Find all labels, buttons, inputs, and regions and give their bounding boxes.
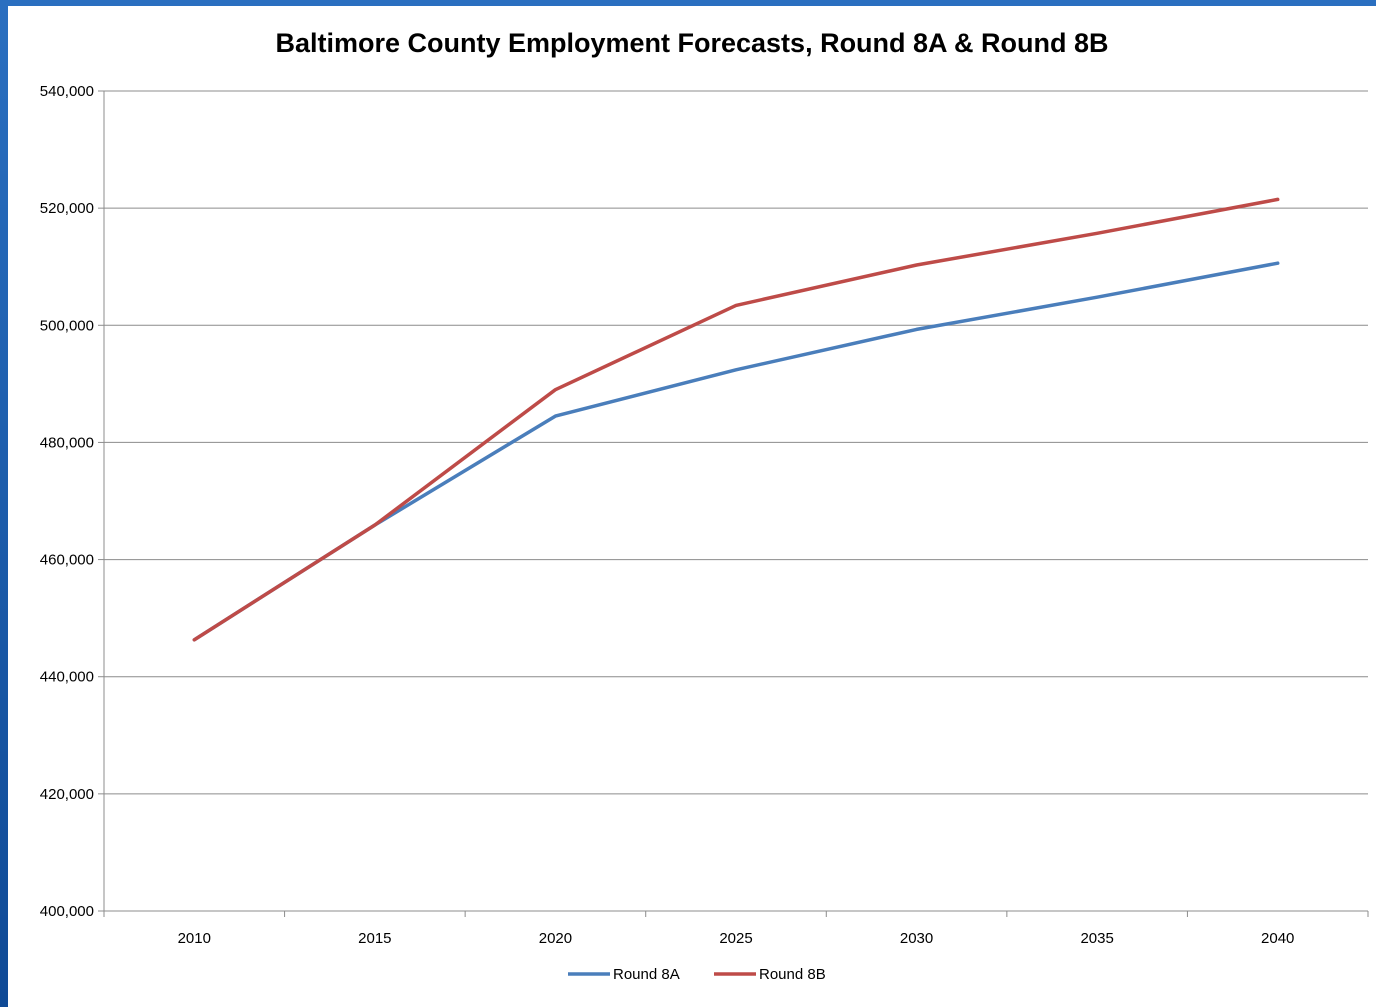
y-tick-labels: 400,000 420,000 440,000 460,000 480,000 500,0… (40, 83, 94, 920)
gridlines (104, 90, 1368, 795)
y-tick-label: 440,000 (40, 669, 94, 686)
x-tick-label: 2015 (358, 930, 391, 947)
y-tick-label: 460,000 (40, 552, 94, 569)
legend-label: Round 8A (613, 966, 680, 983)
chart-title: Baltimore County Employment Forecasts, R… (275, 28, 1109, 58)
chart-panel: Baltimore County Employment Forecasts, R… (8, 6, 1376, 1007)
x-tick-label: 2025 (719, 930, 752, 947)
series-line-2 (192, 197, 1280, 642)
y-tick-label: 540,000 (40, 83, 94, 100)
x-tick-label: 2030 (900, 930, 933, 947)
x-tick-labels: 2010 2015 2020 2025 2030 2035 2040 (178, 930, 1295, 947)
line-chart: 400,000 420,000 440,000 460,000 480,000 500,0… (40, 83, 1369, 983)
series-lines (192, 197, 1280, 642)
x-tick-label: 2035 (1080, 930, 1113, 947)
series-line-1 (192, 261, 1280, 642)
x-tick-label: 2010 (178, 930, 211, 947)
y-tick-label: 420,000 (40, 786, 94, 803)
y-tick-label: 480,000 (40, 434, 94, 451)
x-tick-label: 2020 (539, 930, 572, 947)
axes (98, 90, 1369, 917)
y-tick-label: 500,000 (40, 317, 94, 334)
legend: Round 8A Round 8B (568, 966, 826, 983)
y-tick-label: 520,000 (40, 200, 94, 217)
legend-label: Round 8B (759, 966, 826, 983)
y-tick-label: 400,000 (40, 903, 94, 920)
x-tick-label: 2040 (1261, 930, 1294, 947)
